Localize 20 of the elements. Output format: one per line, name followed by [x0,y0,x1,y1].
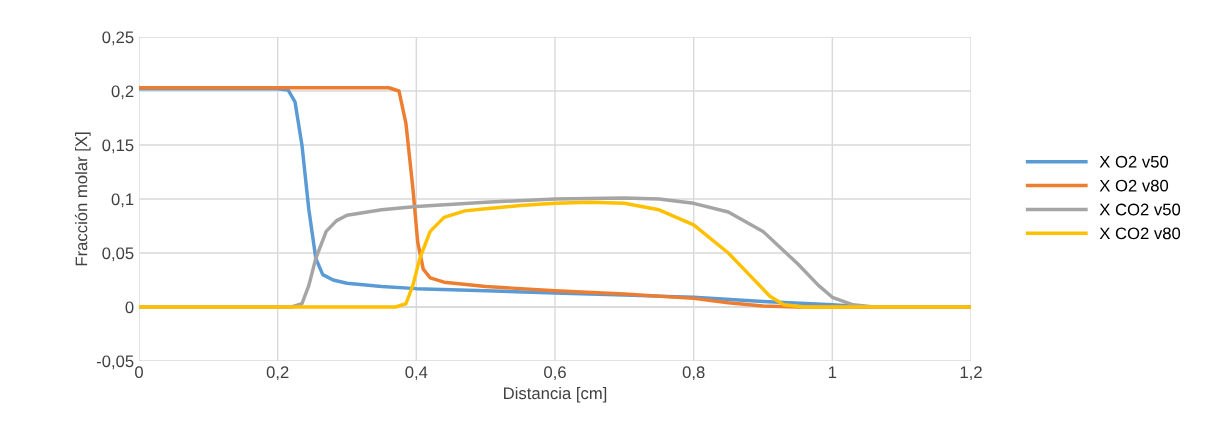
x-tick-label: 1,2 [960,366,982,381]
legend-label: X CO2 v80 [1099,227,1181,240]
y-tick-label: 0,25 [102,31,134,46]
x-tick-label: 0,8 [682,366,705,381]
x-axis-title: Distancia [cm] [504,386,607,403]
y-tick-label: 0,15 [102,139,134,154]
x-tick-label: 0 [135,366,143,379]
x-tick-label: 1 [828,366,837,378]
legend-label: X O2 v80 [1099,179,1169,192]
x-tick-label: 0,4 [405,366,428,381]
x-tick-label: 0,6 [544,366,566,381]
y-tick-label: -0,05 [96,355,134,370]
legend-label: X CO2 v50 [1099,203,1181,216]
legend-label: X O2 v50 [1099,155,1169,168]
y-tick-label: 0,2 [111,85,134,100]
y-axis-title: Fracción molar [X] [74,132,91,266]
y-tick-label: 0,1 [111,193,134,208]
x-tick-label: 0,2 [266,366,289,381]
y-tick-label: 0 [125,301,134,314]
y-tick-label: 0,05 [102,247,134,262]
